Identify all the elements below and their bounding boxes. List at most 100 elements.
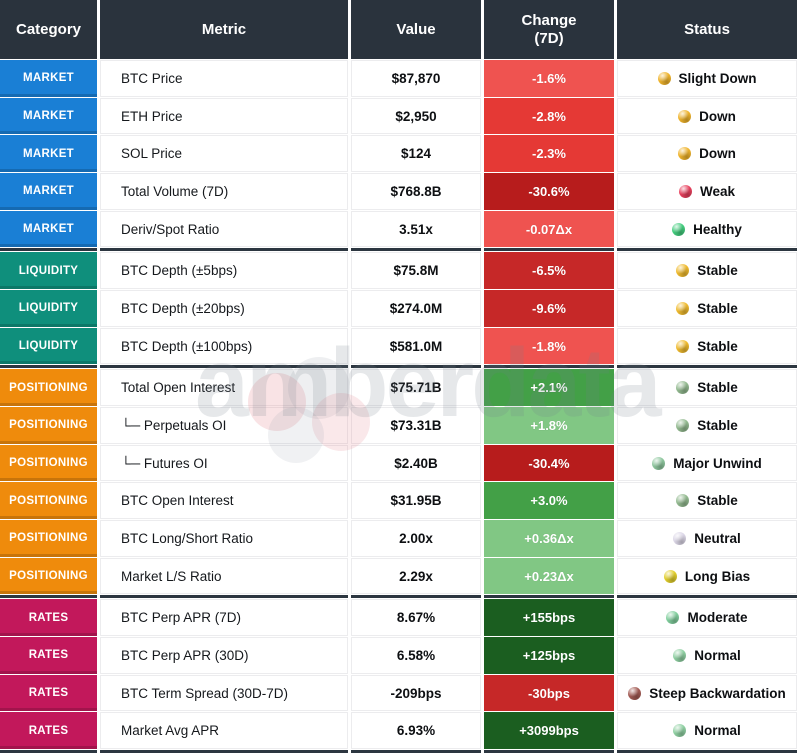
metric-label: └─ Perpetuals OI	[121, 417, 227, 433]
group-separator-segment	[0, 595, 97, 599]
change-text: +2.1%	[530, 380, 568, 396]
metric-cell: Total Volume (7D)	[100, 173, 348, 210]
status-label: Weak	[699, 183, 736, 199]
category-label: MARKET	[23, 72, 74, 85]
group-separator-segment	[484, 750, 614, 753]
status-label: Down	[699, 108, 736, 124]
value-text: $2.40B	[394, 455, 438, 471]
status-label: Slight Down	[678, 70, 757, 86]
table-row: POSITIONING Total Open Interest $75.71B …	[0, 369, 800, 407]
status-label: Stable	[697, 493, 738, 509]
status-dot-icon	[673, 724, 687, 738]
table-row: LIQUIDITY BTC Depth (±5bps) $75.8M -6.5%…	[0, 252, 800, 290]
status-dot-icon	[678, 184, 692, 198]
status-dot-icon	[673, 531, 687, 545]
category-label: RATES	[28, 611, 69, 624]
category-cell: RATES	[0, 674, 97, 712]
header-value: Value	[351, 0, 481, 59]
value-text: 6.93%	[396, 723, 436, 739]
category-cell: POSITIONING	[0, 520, 97, 557]
value-cell: $581.0M	[351, 327, 481, 365]
group-separator-segment	[100, 248, 348, 252]
status-label: Normal	[694, 723, 741, 739]
table-row: POSITIONING └─ Perpetuals OI $73.31B +1.…	[0, 407, 800, 444]
status-cell: Normal	[617, 637, 797, 674]
value-cell: $2.40B	[351, 444, 481, 482]
status-label: Major Unwind	[673, 455, 762, 471]
value-cell: $2,950	[351, 97, 481, 135]
change-cell: +125bps	[484, 637, 614, 674]
value-text: $75.71B	[390, 380, 442, 396]
group-separator-segment	[0, 248, 97, 252]
table-row: RATES BTC Perp APR (7D) 8.67% +155bps Mo…	[0, 599, 800, 637]
status-dot-icon	[678, 147, 692, 161]
category-label: LIQUIDITY	[18, 302, 79, 315]
value-cell: 6.58%	[351, 637, 481, 674]
group-separator-segment	[351, 248, 481, 252]
value-text: $2,950	[395, 108, 437, 124]
change-text: +0.23Δx	[524, 568, 574, 584]
table-row: MARKET SOL Price $124 -2.3% Down	[0, 135, 800, 173]
group-separator-segment	[617, 595, 797, 599]
change-text: -6.5%	[532, 263, 566, 279]
header-status: Status	[617, 0, 797, 59]
metric-label: BTC Term Spread (30D-7D)	[121, 685, 289, 701]
table-row: POSITIONING BTC Open Interest $31.95B +3…	[0, 482, 800, 520]
category-cell: LIQUIDITY	[0, 290, 97, 327]
metric-label: BTC Depth (±20bps)	[121, 300, 245, 316]
category-label: RATES	[28, 687, 69, 700]
table-row: MARKET Deriv/Spot Ratio 3.51x -0.07Δx He…	[0, 210, 800, 248]
status-label: Steep Backwardation	[649, 685, 786, 701]
value-text: $87,870	[391, 70, 441, 86]
status-label: Stable	[697, 380, 738, 396]
group-separator-segment	[617, 248, 797, 252]
category-label: POSITIONING	[9, 494, 88, 507]
status-dot-icon	[678, 109, 692, 123]
value-text: $581.0M	[389, 338, 443, 354]
value-cell: $75.71B	[351, 369, 481, 407]
category-label: POSITIONING	[9, 532, 88, 545]
table-row: RATES BTC Term Spread (30D-7D) -209bps -…	[0, 674, 800, 712]
metric-label: Total Volume (7D)	[121, 183, 229, 199]
group-separator-segment	[100, 595, 348, 599]
change-text: +3.0%	[530, 493, 568, 509]
category-cell: RATES	[0, 712, 97, 750]
status-cell: Stable	[617, 482, 797, 520]
metric-cell: BTC Depth (±100bps)	[100, 327, 348, 365]
status-dot-icon	[676, 494, 690, 508]
metric-cell: └─ Futures OI	[100, 444, 348, 482]
status-cell: Neutral	[617, 520, 797, 557]
status-cell: Moderate	[617, 599, 797, 637]
metric-cell: SOL Price	[100, 135, 348, 173]
metric-cell: ETH Price	[100, 97, 348, 135]
value-text: $124	[400, 146, 432, 162]
metric-cell: Market Avg APR	[100, 712, 348, 750]
change-cell: -6.5%	[484, 252, 614, 290]
metric-label: BTC Perp APR (30D)	[121, 647, 249, 663]
value-cell: $31.95B	[351, 482, 481, 520]
change-cell: -2.8%	[484, 97, 614, 135]
status-dot-icon	[663, 569, 677, 583]
category-label: MARKET	[23, 185, 74, 198]
status-cell: Slight Down	[617, 60, 797, 97]
table-row: MARKET Total Volume (7D) $768.8B -30.6% …	[0, 173, 800, 210]
status-cell: Weak	[617, 173, 797, 210]
status-label: Neutral	[694, 530, 741, 546]
value-cell: 2.00x	[351, 520, 481, 557]
header-status-label: Status	[684, 20, 730, 38]
status-cell: Stable	[617, 369, 797, 407]
metric-cell: Deriv/Spot Ratio	[100, 210, 348, 248]
value-text: 3.51x	[399, 221, 433, 237]
group-separator	[0, 365, 800, 369]
change-text: +1.8%	[530, 417, 568, 433]
status-cell: Normal	[617, 712, 797, 750]
category-cell: MARKET	[0, 97, 97, 135]
category-label: MARKET	[23, 223, 74, 236]
change-cell: -1.8%	[484, 327, 614, 365]
status-dot-icon	[676, 418, 690, 432]
header-category: Category	[0, 0, 97, 59]
group-separator-segment	[484, 595, 614, 599]
value-text: $73.31B	[390, 417, 442, 433]
